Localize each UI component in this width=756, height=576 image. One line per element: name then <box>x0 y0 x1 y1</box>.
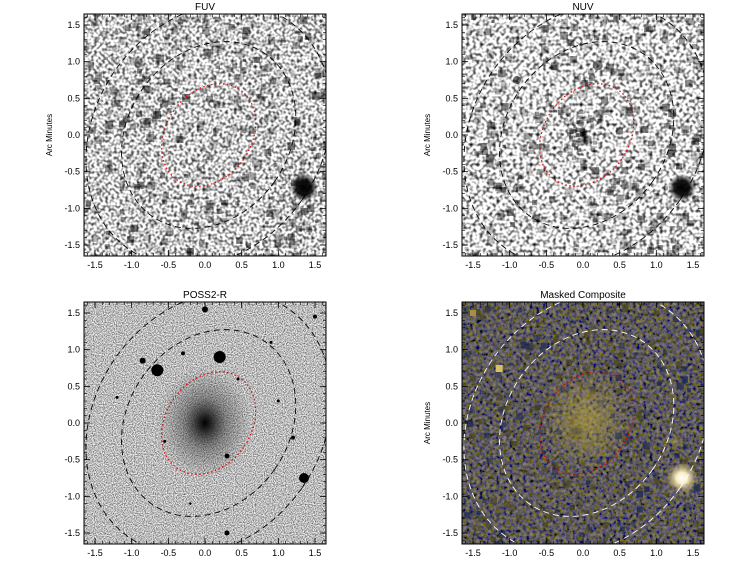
y-tick-label: -1.5 <box>442 240 458 250</box>
inner-aperture-ellipse <box>161 83 257 187</box>
panel-image <box>462 14 704 256</box>
panel-optical: -1.5 1.5 -1.0 1.0 -0.5 0.5 0.0 0.0 0.5 -0.5 1.0 -1.… <box>64 290 327 558</box>
panel-nuv: -1.5 1.5 -1.0 1.0 -0.5 0.5 0.0 0.0 0.5 -0.5 1.0 -1.… <box>423 2 705 270</box>
x-tick-label: -0.5 <box>161 548 177 558</box>
x-tick-label: 1.5 <box>309 260 322 270</box>
y-tick-label: -1.0 <box>442 491 458 501</box>
y-tick-label: -1.5 <box>442 528 458 538</box>
x-tick-label: -1.0 <box>502 548 518 558</box>
inner-aperture-ellipse <box>539 83 635 187</box>
inner-aperture-ellipse <box>539 371 635 475</box>
y-tick-label: 1.0 <box>67 345 80 355</box>
x-tick-label: 1.5 <box>309 548 322 558</box>
x-tick-label: 0.0 <box>577 260 590 270</box>
panel-fuv: -1.5 1.5 -1.0 1.0 -0.5 0.5 0.0 0.0 0.5 -0.5 1.0 -1.… <box>45 2 327 270</box>
y-tick-label: 1.5 <box>445 308 458 318</box>
y-tick-label: 0.0 <box>67 418 80 428</box>
y-axis-label: Arc Minutes <box>423 114 432 156</box>
y-tick-label: -1.0 <box>64 203 80 213</box>
x-tick-label: 1.0 <box>272 548 285 558</box>
aperture-ellipse <box>121 329 297 517</box>
x-tick-label: -0.5 <box>539 260 555 270</box>
aperture-ellipse <box>85 14 326 256</box>
x-tick-label: -1.5 <box>87 548 103 558</box>
y-tick-label: 1.0 <box>445 345 458 355</box>
x-tick-label: 0.5 <box>235 548 248 558</box>
y-tick-label: -1.5 <box>64 240 80 250</box>
y-tick-label: -0.5 <box>64 167 80 177</box>
y-tick-label: 1.5 <box>67 308 80 318</box>
y-tick-label: 0.5 <box>67 381 80 391</box>
x-tick-label: 1.5 <box>687 260 700 270</box>
x-tick-label: -1.5 <box>87 260 103 270</box>
panel-image <box>84 14 326 256</box>
aperture-ellipse <box>121 41 297 229</box>
x-tick-label: 1.5 <box>687 548 700 558</box>
y-tick-label: 0.0 <box>445 130 458 140</box>
y-tick-label: 1.5 <box>67 20 80 30</box>
aperture-ellipse <box>463 302 704 544</box>
panel-title: NUV <box>572 2 593 13</box>
y-axis-label: Arc Minutes <box>423 402 432 444</box>
y-axis-label: Arc Minutes <box>45 114 54 156</box>
panel-composite: -1.5 1.5 -1.0 1.0 -0.5 0.5 0.0 0.0 0.5 -0.5 1.0 -1.… <box>423 290 705 558</box>
x-tick-label: -1.5 <box>465 548 481 558</box>
y-tick-label: 1.0 <box>445 57 458 67</box>
y-tick-label: -1.5 <box>64 528 80 538</box>
panel-title: Masked Composite <box>540 290 626 301</box>
inner-aperture-ellipse <box>161 371 257 475</box>
panel-title: POSS2-R <box>183 290 227 301</box>
y-tick-label: -0.5 <box>64 455 80 465</box>
x-tick-label: 0.5 <box>613 260 626 270</box>
x-tick-label: 0.0 <box>199 548 212 558</box>
y-tick-label: 0.5 <box>445 93 458 103</box>
x-tick-label: 1.0 <box>272 260 285 270</box>
x-tick-label: 1.0 <box>650 260 663 270</box>
y-tick-label: -1.0 <box>442 203 458 213</box>
y-tick-label: 1.5 <box>445 20 458 30</box>
x-tick-label: -0.5 <box>539 548 555 558</box>
x-tick-label: -1.0 <box>124 260 140 270</box>
x-tick-label: 0.5 <box>235 260 248 270</box>
y-tick-label: -0.5 <box>442 455 458 465</box>
x-tick-label: -1.0 <box>502 260 518 270</box>
x-tick-label: 0.5 <box>613 548 626 558</box>
y-tick-label: 0.5 <box>445 381 458 391</box>
x-tick-label: 0.0 <box>577 548 590 558</box>
aperture-ellipse <box>85 302 326 544</box>
y-tick-label: 1.0 <box>67 57 80 67</box>
aperture-ellipse <box>499 41 675 229</box>
y-tick-label: 0.0 <box>67 130 80 140</box>
y-tick-label: 0.0 <box>445 418 458 428</box>
y-tick-label: -0.5 <box>442 167 458 177</box>
panel-image <box>462 302 704 544</box>
y-tick-label: -1.0 <box>64 491 80 501</box>
x-tick-label: 0.0 <box>199 260 212 270</box>
aperture-ellipse <box>499 329 675 517</box>
panel-title: FUV <box>195 2 215 13</box>
x-tick-label: 1.0 <box>650 548 663 558</box>
y-tick-label: 0.5 <box>67 93 80 103</box>
panel-image <box>84 302 326 544</box>
x-tick-label: -1.5 <box>465 260 481 270</box>
x-tick-label: -0.5 <box>161 260 177 270</box>
x-tick-label: -1.0 <box>124 548 140 558</box>
